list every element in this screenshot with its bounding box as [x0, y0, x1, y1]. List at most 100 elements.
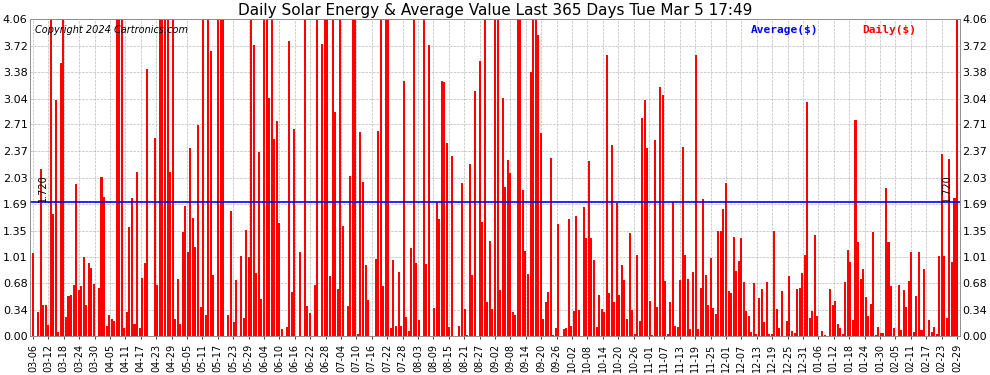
Bar [770, 334, 773, 336]
Bar [126, 312, 128, 336]
Bar [679, 280, 681, 336]
Bar [598, 295, 600, 336]
Text: Copyright 2024 Cartronics.com: Copyright 2024 Cartronics.com [35, 25, 188, 35]
Bar [316, 19, 319, 336]
Bar [304, 19, 306, 336]
Bar [433, 308, 435, 336]
Bar [270, 19, 272, 336]
Bar [898, 285, 900, 336]
Bar [448, 327, 450, 336]
Bar [111, 319, 113, 336]
Bar [50, 19, 51, 336]
Bar [334, 111, 336, 336]
Bar [809, 318, 811, 336]
Bar [859, 279, 861, 336]
Bar [634, 334, 636, 336]
Bar [428, 45, 430, 336]
Bar [230, 211, 232, 336]
Bar [760, 288, 762, 336]
Bar [466, 334, 468, 336]
Bar [778, 328, 780, 336]
Bar [666, 334, 668, 336]
Bar [715, 314, 717, 336]
Bar [484, 19, 486, 336]
Bar [928, 321, 931, 336]
Bar [473, 90, 476, 336]
Bar [877, 327, 879, 336]
Bar [596, 327, 598, 336]
Bar [497, 19, 499, 336]
Bar [588, 161, 590, 336]
Bar [872, 232, 874, 336]
Bar [788, 276, 790, 336]
Bar [72, 285, 74, 336]
Bar [461, 183, 463, 336]
Bar [799, 288, 801, 336]
Bar [80, 286, 82, 336]
Bar [101, 177, 103, 336]
Bar [171, 19, 173, 336]
Bar [182, 232, 184, 336]
Bar [590, 238, 592, 336]
Bar [418, 320, 420, 336]
Bar [567, 219, 569, 336]
Bar [184, 206, 186, 336]
Bar [88, 263, 90, 336]
Bar [939, 255, 940, 336]
Bar [118, 19, 121, 336]
Bar [557, 224, 559, 336]
Bar [359, 132, 361, 336]
Bar [142, 278, 144, 336]
Bar [248, 258, 249, 336]
Bar [398, 272, 400, 336]
Bar [776, 309, 778, 336]
Bar [40, 169, 42, 336]
Bar [332, 19, 334, 336]
Bar [659, 87, 661, 336]
Bar [293, 129, 295, 336]
Bar [241, 256, 243, 336]
Bar [351, 19, 353, 336]
Bar [936, 334, 938, 336]
Bar [77, 290, 79, 336]
Bar [45, 304, 47, 336]
Bar [603, 312, 605, 336]
Bar [671, 202, 674, 336]
Bar [340, 19, 342, 336]
Bar [890, 286, 892, 336]
Bar [387, 19, 389, 336]
Bar [235, 280, 237, 336]
Bar [880, 333, 882, 336]
Bar [745, 311, 747, 336]
Bar [555, 328, 557, 336]
Bar [131, 198, 133, 336]
Bar [491, 309, 493, 336]
Bar [90, 268, 92, 336]
Bar [481, 222, 483, 336]
Bar [626, 318, 628, 336]
Bar [725, 183, 727, 336]
Bar [243, 318, 245, 336]
Bar [921, 330, 923, 336]
Bar [887, 242, 889, 336]
Bar [291, 292, 293, 336]
Bar [113, 321, 115, 336]
Bar [616, 202, 618, 336]
Bar [736, 271, 738, 336]
Bar [52, 214, 54, 336]
Bar [940, 154, 942, 336]
Bar [702, 199, 704, 336]
Bar [948, 159, 950, 336]
Bar [288, 41, 290, 336]
Bar [956, 19, 958, 336]
Bar [70, 296, 72, 336]
Bar [265, 19, 267, 336]
Bar [535, 19, 537, 336]
Bar [217, 19, 220, 336]
Bar [85, 304, 87, 336]
Bar [205, 315, 207, 336]
Bar [639, 321, 641, 336]
Bar [857, 242, 859, 336]
Bar [223, 19, 225, 336]
Bar [59, 63, 62, 336]
